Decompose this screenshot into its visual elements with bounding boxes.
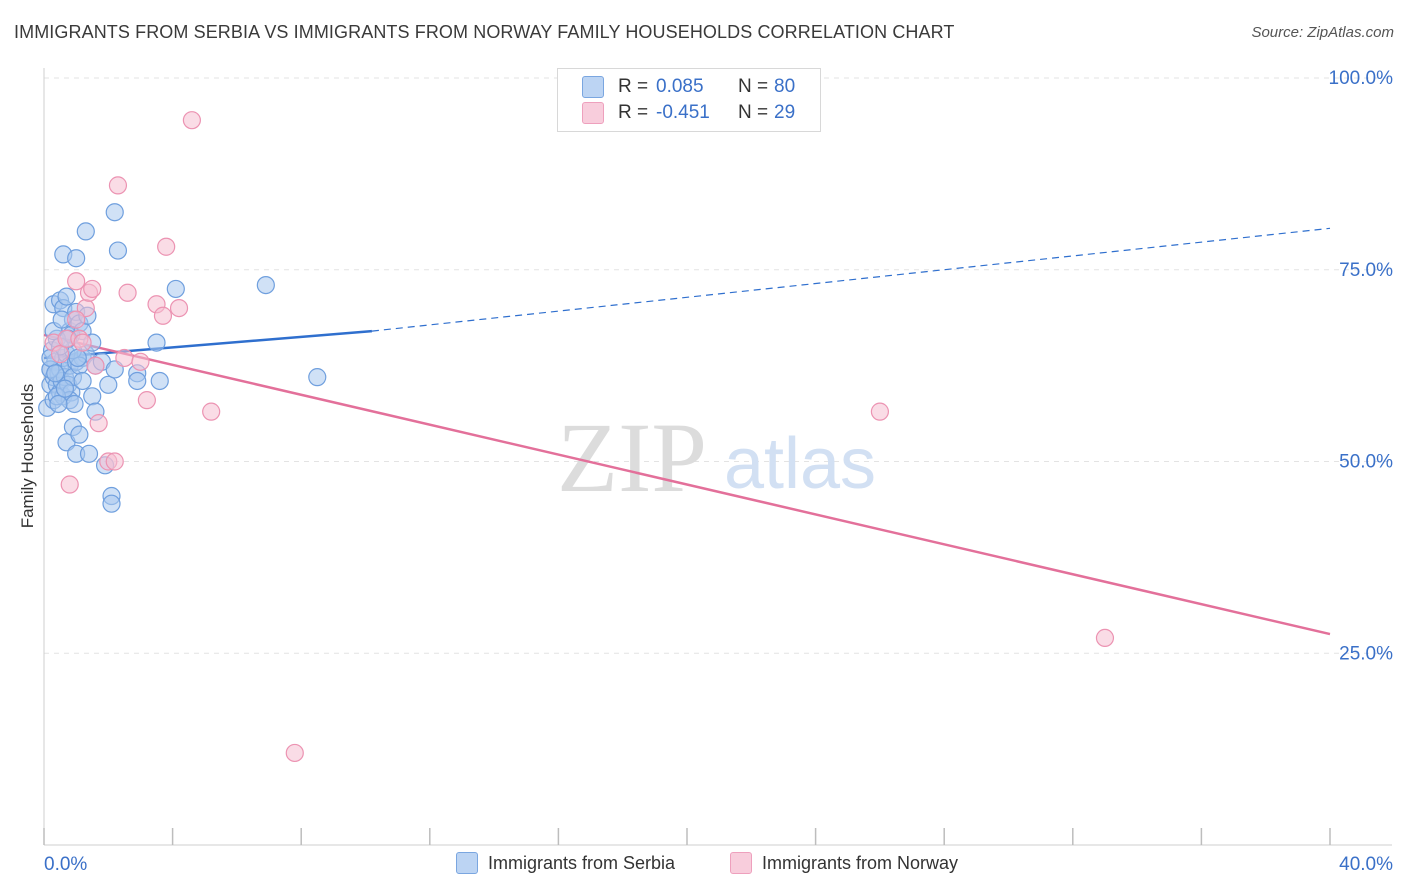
grid-layer: [44, 77, 1392, 654]
legend-n-value-serbia: 80: [774, 76, 796, 97]
point-norway: [108, 176, 128, 195]
point-norway: [105, 452, 124, 471]
point-serbia: [99, 375, 118, 394]
bottom-legend-label-serbia: Immigrants from Serbia: [488, 852, 676, 873]
point-serbia: [70, 425, 89, 444]
point-serbia: [67, 249, 86, 268]
point-serbia: [166, 279, 185, 299]
axis-layer: [43, 68, 1392, 846]
bottom-legend-swatch-norway: [730, 852, 752, 874]
point-serbia: [83, 387, 102, 406]
point-norway: [50, 345, 70, 364]
trendline-norway: [43, 333, 1331, 636]
point-norway: [153, 306, 173, 325]
bottom-legend-norway: Immigrants from Norway: [730, 852, 958, 874]
point-norway: [115, 348, 134, 368]
correlation-legend: R = 0.085 N = 80 R = -0.451 N = 29: [557, 68, 821, 132]
chart-source: Source: ZipAtlas.com: [1251, 24, 1394, 41]
point-norway: [202, 402, 221, 421]
legend-row-norway: R = -0.451 N = 29: [582, 100, 795, 126]
legend-row-serbia: R = 0.085 N = 80: [582, 74, 795, 100]
legend-swatch-serbia: [582, 76, 604, 98]
watermark-atlas: atlas: [724, 424, 876, 504]
point-serbia: [147, 333, 166, 352]
chart-title: IMMIGRANTS FROM SERBIA VS IMMIGRANTS FRO…: [14, 22, 955, 42]
point-norway: [1095, 628, 1115, 648]
bottom-legend-serbia: Immigrants from Serbia: [456, 852, 675, 874]
point-norway: [182, 111, 201, 130]
trendline-serbia-extension: [371, 227, 1331, 332]
y-tick-label: 75.0%: [1339, 260, 1393, 281]
legend-r-value-norway: -0.451: [656, 102, 710, 123]
point-serbia: [308, 368, 327, 387]
point-norway: [169, 299, 189, 318]
legend-n-label-norway: N =: [738, 102, 769, 123]
point-serbia: [108, 241, 128, 260]
point-norway: [131, 352, 150, 371]
x-tick-label-min: 0.0%: [44, 854, 87, 875]
tick-label-layer: 25.0% 50.0% 75.0% 100.0% 0.0% 40.0%: [44, 68, 1393, 875]
point-norway: [67, 310, 86, 329]
y-tick-label: 50.0%: [1339, 452, 1393, 473]
y-tick-label: 100.0%: [1329, 68, 1394, 89]
watermark: ZIP atlas: [557, 402, 876, 513]
point-norway: [870, 402, 890, 421]
point-serbia: [73, 371, 92, 391]
legend-swatch-norway: [582, 102, 604, 124]
point-serbia: [256, 275, 275, 295]
point-serbia: [150, 371, 169, 391]
point-serbia: [79, 444, 99, 463]
legend-n-value-norway: 29: [774, 102, 796, 123]
point-serbia: [57, 287, 76, 306]
point-serbia: [55, 379, 74, 398]
point-norway: [157, 237, 176, 256]
point-norway: [137, 391, 156, 410]
legend-n-label-serbia: N =: [738, 76, 769, 97]
legend-r-label-norway: R =: [618, 102, 649, 123]
point-norway: [285, 743, 304, 763]
point-serbia: [49, 394, 68, 414]
watermark-zip: ZIP: [557, 402, 707, 513]
legend-r-value-serbia: 0.085: [656, 76, 704, 97]
point-serbia: [102, 494, 121, 513]
point-serbia: [105, 203, 124, 222]
point-serbia: [128, 371, 147, 391]
point-serbia: [65, 394, 84, 414]
legend-r-label-serbia: R =: [618, 76, 649, 97]
point-norway: [67, 272, 86, 291]
point-serbia: [46, 364, 65, 383]
point-norway: [86, 356, 105, 375]
point-norway: [89, 414, 108, 433]
bottom-legend-swatch-serbia: [456, 852, 478, 874]
point-norway: [83, 279, 102, 299]
point-serbia: [76, 222, 95, 241]
point-norway: [73, 333, 92, 352]
y-tick-label: 25.0%: [1339, 643, 1393, 664]
point-serbia: [68, 348, 87, 368]
point-norway: [118, 283, 137, 302]
x-tick-label-max: 40.0%: [1339, 854, 1393, 875]
points-layer: [38, 111, 1115, 763]
bottom-legend-label-norway: Immigrants from Norway: [762, 852, 959, 873]
point-norway: [60, 475, 79, 494]
